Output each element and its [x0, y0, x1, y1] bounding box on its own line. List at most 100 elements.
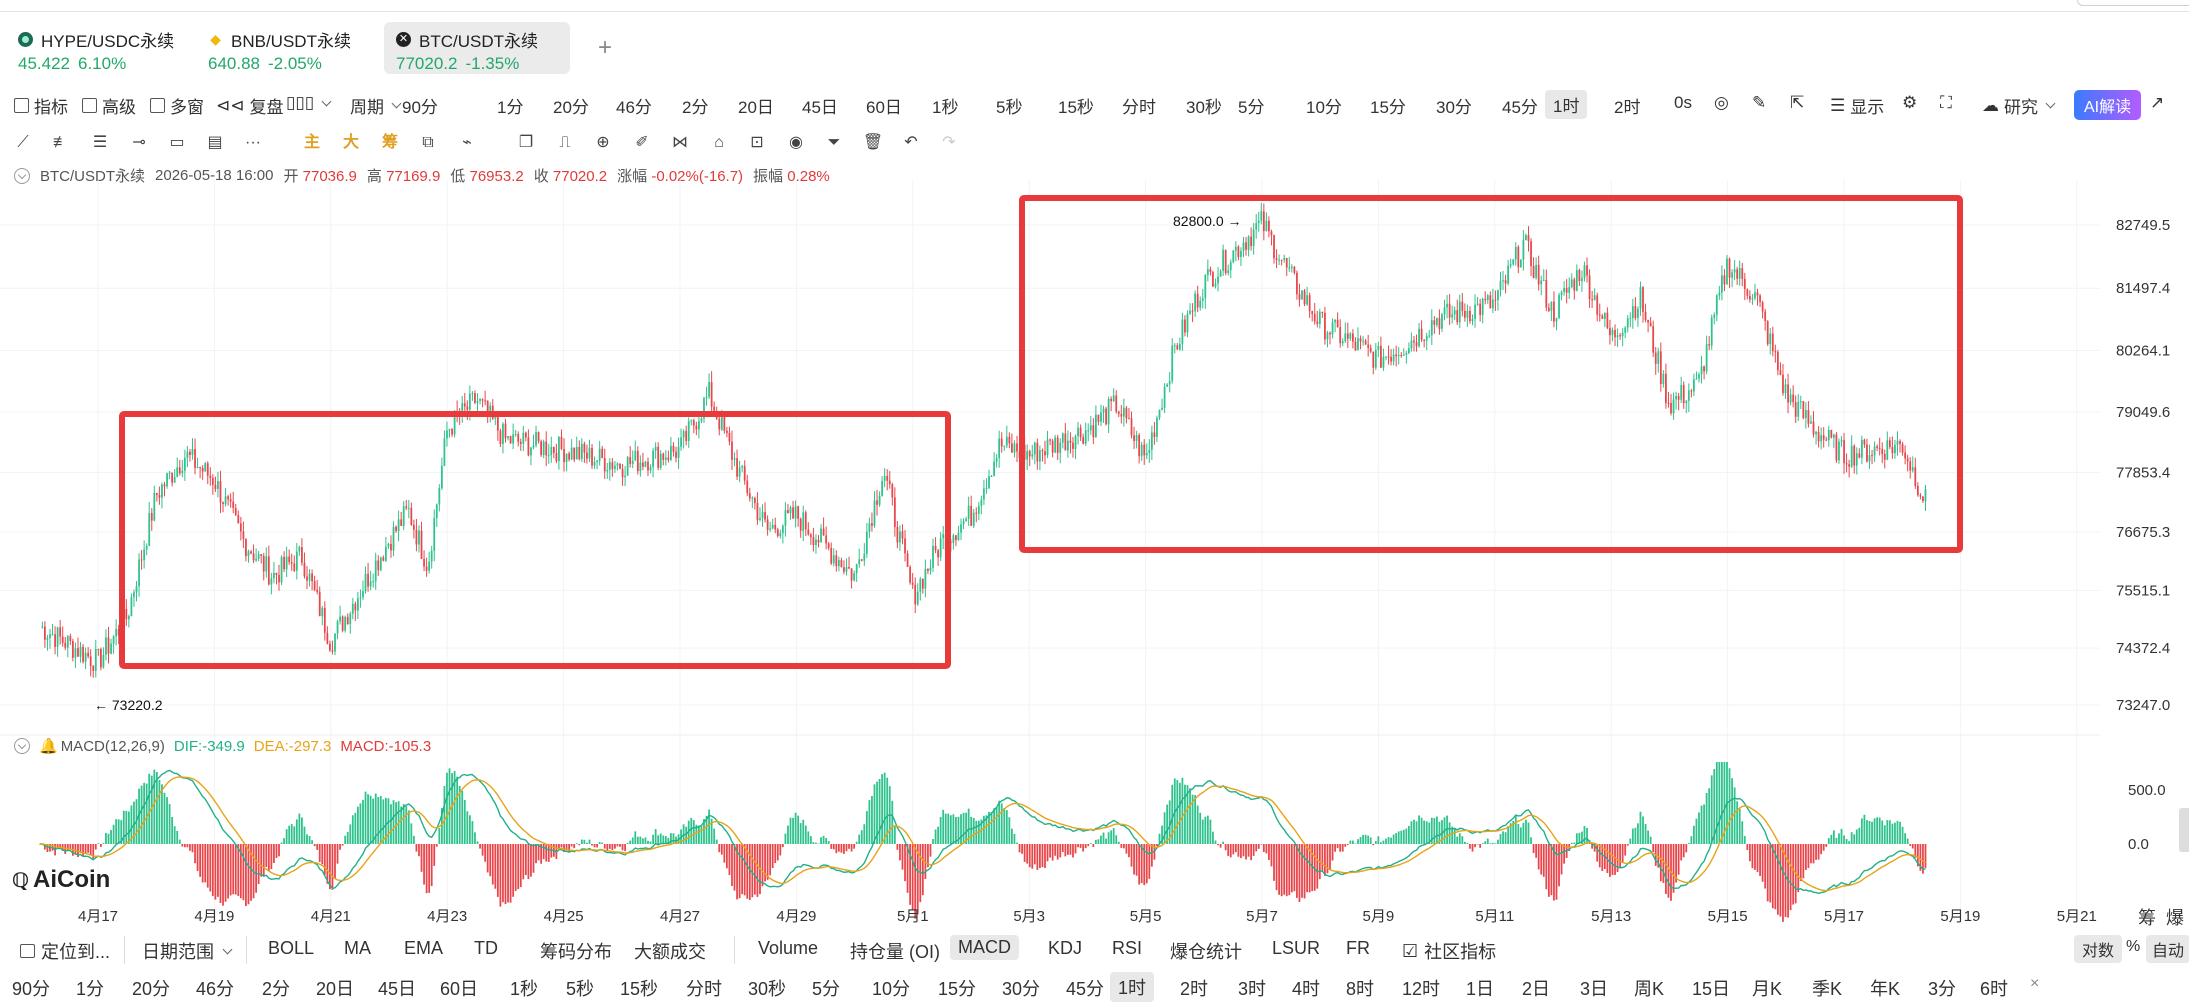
- bottom-period-18[interactable]: 1时: [1110, 972, 1155, 1002]
- sub-indicator-3[interactable]: KDJ: [1048, 938, 1083, 958]
- interval-15[interactable]: 15分: [1370, 98, 1406, 117]
- bottom-period-27[interactable]: 周K: [1634, 979, 1665, 999]
- bell-icon[interactable]: 🔔: [39, 738, 58, 755]
- bottom-period-23[interactable]: 12时: [1402, 979, 1441, 999]
- highlight-box[interactable]: [1019, 195, 1963, 553]
- share-icon[interactable]: ↗: [2150, 93, 2165, 112]
- bottom-period-1[interactable]: 1分: [76, 979, 105, 999]
- replay-button[interactable]: ⊲⊲ 复盘: [216, 93, 284, 118]
- bottom-period-33[interactable]: 6时: [1980, 979, 2009, 999]
- bottom-period-22[interactable]: 8时: [1346, 979, 1375, 999]
- interval-7[interactable]: 60日: [866, 98, 902, 117]
- price-chart[interactable]: 82749.581497.480264.179049.677853.476675…: [0, 180, 2189, 932]
- interval-8[interactable]: 1秒: [932, 98, 959, 117]
- settings-icon[interactable]: ⚙: [1902, 93, 1918, 112]
- ruler-icon[interactable]: ⎍: [559, 134, 571, 151]
- sub-indicator-7[interactable]: FR: [1346, 938, 1370, 958]
- community-indicators-button[interactable]: ☑ 社区指标: [1402, 938, 1496, 964]
- tab-btc[interactable]: ✕ BTC/USDT永续 77020.2 -1.35%: [384, 22, 570, 74]
- bottom-period-9[interactable]: 5秒: [566, 979, 595, 999]
- interval-2[interactable]: 20分: [553, 98, 589, 117]
- bottom-period-28[interactable]: 15日: [1692, 979, 1731, 999]
- interval-13[interactable]: 5分: [1238, 98, 1265, 117]
- zoom-icon[interactable]: ⊕: [596, 134, 610, 151]
- bottom-period-7[interactable]: 60日: [440, 979, 479, 999]
- interval-5[interactable]: 20日: [738, 98, 774, 117]
- liquidation-label[interactable]: 爆: [2166, 908, 2184, 928]
- bottom-period-4[interactable]: 2分: [262, 979, 291, 999]
- sub-indicator-1[interactable]: 持仓量 (OI): [850, 942, 940, 962]
- multiline-tool-icon[interactable]: ≢: [53, 134, 69, 151]
- interval-16[interactable]: 30分: [1436, 98, 1472, 117]
- bottom-period-19[interactable]: 2时: [1180, 979, 1209, 999]
- sub-indicator-4[interactable]: RSI: [1112, 938, 1143, 958]
- bottom-period-0[interactable]: 90分: [12, 979, 51, 999]
- multi-window-button[interactable]: 多窗: [150, 93, 204, 118]
- bottom-period-11[interactable]: 分时: [686, 979, 722, 999]
- tab-hype[interactable]: HYPE/USDC永续 45.422 6.10%: [0, 22, 190, 74]
- bottom-period-20[interactable]: 3时: [1238, 979, 1267, 999]
- side-scroll-handle[interactable]: [2179, 808, 2189, 852]
- display-button[interactable]: ☰ 显示: [1830, 93, 1884, 118]
- bottom-period-21[interactable]: 4时: [1292, 979, 1321, 999]
- big-order-toggle[interactable]: 大: [342, 134, 359, 151]
- percent-scale-toggle[interactable]: %: [2126, 938, 2141, 955]
- bottom-period-3[interactable]: 46分: [196, 979, 235, 999]
- log-scale-toggle[interactable]: 对数: [2074, 935, 2123, 963]
- add-tab-button[interactable]: +: [598, 34, 613, 61]
- marker-icon[interactable]: ✐: [635, 134, 649, 151]
- bottom-period-5[interactable]: 20日: [316, 979, 355, 999]
- research-button[interactable]: ☁ 研究: [1982, 93, 2056, 118]
- copy-icon[interactable]: ❐: [518, 134, 534, 151]
- brush-icon[interactable]: ⌁: [462, 134, 472, 151]
- interval-9[interactable]: 5秒: [996, 98, 1023, 117]
- interval-17[interactable]: 45分: [1502, 98, 1538, 117]
- bottom-period-16[interactable]: 30分: [1002, 979, 1041, 999]
- interval-18[interactable]: 1时: [1545, 90, 1588, 119]
- bottom-period-15[interactable]: 15分: [938, 979, 977, 999]
- main-chart-toggle[interactable]: 主: [303, 134, 320, 151]
- interval-4[interactable]: 2分: [682, 98, 709, 117]
- highlight-box[interactable]: [119, 411, 951, 669]
- lock-icon[interactable]: ⌂: [714, 134, 724, 151]
- sub-indicator-5[interactable]: 爆仓统计: [1170, 942, 1242, 962]
- chip-toggle[interactable]: 筹: [381, 134, 398, 151]
- bottom-period-32[interactable]: 3分: [1928, 979, 1957, 999]
- line-tool-icon[interactable]: ⟋: [17, 134, 29, 151]
- main-indicator-4[interactable]: 筹码分布: [540, 942, 612, 962]
- bottom-period-14[interactable]: 10分: [872, 979, 911, 999]
- redo-icon[interactable]: ↷: [942, 134, 956, 151]
- interval-3[interactable]: 46分: [616, 98, 652, 117]
- bottom-period-31[interactable]: 年K: [1870, 979, 1901, 999]
- magnet-icon[interactable]: ⋈: [672, 134, 688, 151]
- eye-icon[interactable]: ◉: [789, 134, 803, 151]
- bottom-period-2[interactable]: 20分: [132, 979, 171, 999]
- bottom-period-13[interactable]: 5分: [812, 979, 841, 999]
- bottom-period-10[interactable]: 15秒: [620, 979, 659, 999]
- close-icon[interactable]: ×: [2030, 975, 2040, 992]
- chip-distribution-label[interactable]: 筹: [2138, 908, 2156, 928]
- camera-icon[interactable]: ◎: [1714, 93, 1729, 112]
- edit-icon[interactable]: ⊡: [750, 134, 764, 151]
- auto-scale-toggle[interactable]: 自动: [2146, 935, 2189, 963]
- date-range-dropdown[interactable]: 日期范围: [142, 938, 233, 964]
- sub-indicator-0[interactable]: Volume: [758, 938, 819, 958]
- interval-0[interactable]: 90分: [402, 98, 438, 117]
- locate-button[interactable]: 定位到...: [20, 938, 110, 964]
- main-indicator-0[interactable]: BOLL: [268, 938, 315, 958]
- chart-type-button[interactable]: ▯▯▯: [286, 93, 332, 113]
- filter-icon[interactable]: ⏷: [827, 134, 841, 151]
- interval-11[interactable]: 分时: [1122, 98, 1156, 117]
- bottom-period-25[interactable]: 2日: [1522, 979, 1551, 999]
- interval-12[interactable]: 30秒: [1186, 98, 1222, 117]
- sub-indicator-6[interactable]: LSUR: [1272, 938, 1321, 958]
- period-dropdown[interactable]: 周期: [350, 93, 402, 118]
- bottom-period-29[interactable]: 月K: [1752, 979, 1783, 999]
- tab-bnb[interactable]: ◆ BNB/USDT永续 640.88 -2.05%: [190, 22, 380, 74]
- bottom-period-30[interactable]: 季K: [1812, 979, 1843, 999]
- advanced-button[interactable]: 高级: [82, 93, 136, 118]
- undo-icon[interactable]: ↶: [904, 134, 918, 151]
- more-tools-icon[interactable]: ···: [245, 134, 261, 151]
- collapse-icon[interactable]: [14, 738, 30, 754]
- interval-19[interactable]: 2时: [1614, 98, 1641, 117]
